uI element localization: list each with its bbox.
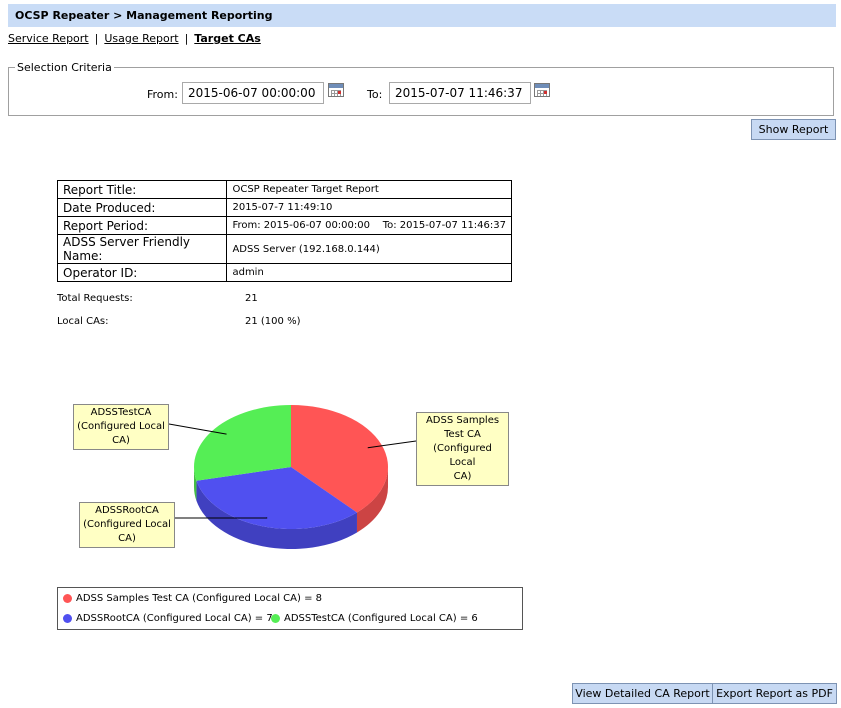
report-info-table: Report Title: OCSP Repeater Target Report… — [56, 180, 512, 282]
pie-side-group — [194, 467, 388, 549]
pie-slice — [194, 405, 291, 481]
legend-swatch — [63, 614, 72, 623]
callout-adsstestca: ADSSTestCA (Configured Local CA) — [73, 404, 169, 450]
table-row: Date Produced: 2015-07-7 11:49:10 — [56, 198, 512, 217]
callout-leader-line — [175, 517, 268, 519]
view-detailed-ca-report-button[interactable]: View Detailed CA Report — [572, 683, 713, 704]
local-cas-value: 21 (100 %) — [245, 316, 301, 327]
callout-adssrootca: ADSSRootCA (Configured Local CA) — [79, 502, 175, 548]
info-value: From: 2015-06-07 00:00:00 To: 2015-07-07… — [226, 216, 512, 235]
nav-link-target-cas[interactable]: Target CAs — [194, 32, 261, 45]
pie-slice-side — [196, 480, 357, 549]
table-row: Report Title: OCSP Repeater Target Report — [56, 180, 512, 199]
local-cas-label: Local CAs: — [57, 316, 109, 327]
pie-slice-side — [356, 467, 388, 533]
table-row: Report Period: From: 2015-06-07 00:00:00 … — [56, 216, 512, 235]
show-report-button[interactable]: Show Report — [751, 119, 836, 140]
to-calendar-icon[interactable] — [534, 83, 550, 97]
legend-item: ADSSTestCA (Configured Local CA) = 6 — [271, 613, 478, 624]
legend-label: ADSSRootCA (Configured Local CA) = 7 — [76, 613, 273, 624]
legend-label: ADSSTestCA (Configured Local CA) = 6 — [284, 613, 478, 624]
info-value: admin — [226, 263, 512, 282]
callout-line: CA) — [112, 435, 130, 446]
callout-leader-line — [168, 423, 227, 435]
page-title: OCSP Repeater > Management Reporting — [8, 4, 836, 27]
info-key: ADSS Server Friendly Name: — [56, 234, 228, 264]
legend-swatch — [271, 614, 280, 623]
callout-line: (Configured Local — [83, 519, 171, 530]
total-requests-label: Total Requests: — [57, 293, 133, 304]
nav-link-usage-report[interactable]: Usage Report — [104, 32, 179, 45]
callout-adss-samples-test-ca: ADSS Samples Test CA (Configured Local C… — [416, 412, 509, 486]
pie-slice — [196, 467, 357, 529]
callout-leader-line — [367, 440, 417, 449]
legend-swatch — [63, 594, 72, 603]
callout-line: CA) — [453, 471, 472, 482]
report-nav: Service Report | Usage Report | Target CAs — [8, 32, 261, 45]
table-row: ADSS Server Friendly Name: ADSS Server (1… — [56, 234, 512, 264]
info-key: Report Title: — [56, 180, 228, 199]
total-requests-value: 21 — [245, 293, 258, 304]
callout-line: (Configured Local — [433, 443, 492, 468]
from-label: From: — [147, 88, 178, 101]
selection-criteria: Selection Criteria — [8, 61, 834, 116]
info-value: ADSS Server (192.168.0.144) — [226, 234, 512, 264]
pie-leader-lines — [168, 423, 417, 519]
nav-separator: | — [184, 32, 189, 45]
info-key: Operator ID: — [56, 263, 228, 282]
callout-line: Test CA — [444, 429, 481, 440]
to-date-input[interactable]: 2015-07-07 11:46:37 — [389, 82, 531, 104]
callout-line: (Configured Local — [77, 421, 165, 432]
callout-line: ADSSTestCA — [90, 407, 152, 418]
pie-top-group — [194, 405, 388, 529]
selection-criteria-legend: Selection Criteria — [17, 61, 112, 74]
nav-separator: | — [94, 32, 99, 45]
table-row: Operator ID: admin — [56, 263, 512, 282]
callout-line: ADSSRootCA — [95, 505, 159, 516]
callout-line: ADSS Samples — [425, 415, 500, 426]
legend-item: ADSS Samples Test CA (Configured Local C… — [63, 593, 322, 604]
pie-slice-side — [194, 467, 197, 501]
from-date-input[interactable]: 2015-06-07 00:00:00 — [182, 82, 324, 104]
export-report-pdf-button[interactable]: Export Report as PDF — [712, 683, 837, 704]
pie-slice — [291, 405, 388, 513]
legend-item: ADSSRootCA (Configured Local CA) = 7 — [63, 613, 273, 624]
legend-label: ADSS Samples Test CA (Configured Local C… — [76, 593, 322, 604]
nav-link-service-report[interactable]: Service Report — [8, 32, 89, 45]
to-label: To: — [367, 88, 383, 101]
from-calendar-icon[interactable] — [328, 83, 344, 97]
callout-line: CA) — [118, 533, 136, 544]
chart-legend: ADSS Samples Test CA (Configured Local C… — [57, 587, 523, 630]
